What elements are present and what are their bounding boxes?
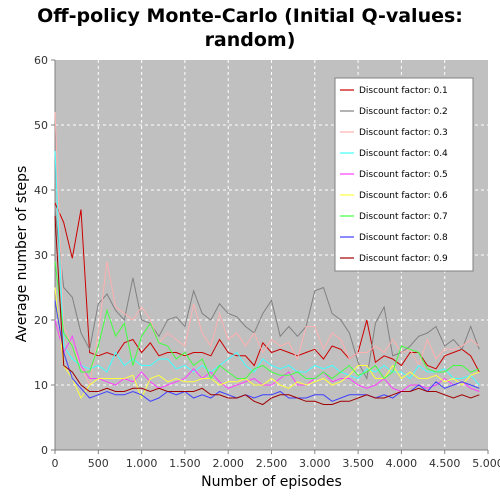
y-tick-label: 50 bbox=[34, 119, 48, 132]
series-lines bbox=[54, 111, 480, 406]
legend-entry: Discount factor: 0.6 bbox=[359, 191, 448, 201]
x-axis-label: Number of episodes bbox=[201, 474, 342, 490]
legend-entry: Discount factor: 0.9 bbox=[359, 254, 448, 264]
x-tick-label: 1.000 bbox=[126, 457, 158, 470]
legend-entry: Discount factor: 0.2 bbox=[359, 107, 448, 117]
series-line-1 bbox=[54, 202, 480, 373]
x-tick-label: 2.000 bbox=[212, 457, 244, 470]
legend-entry: Discount factor: 0.3 bbox=[359, 128, 448, 138]
y-axis-label: Average number of steps bbox=[14, 165, 30, 343]
x-tick-label: 0 bbox=[52, 457, 59, 470]
axes: 0 10 20 30 40 50 60 0 500 1.000 1.500 2.000 2.500 3.0… bbox=[34, 54, 500, 470]
series-line-6 bbox=[54, 287, 480, 400]
legend-entry: Discount factor: 0.8 bbox=[359, 233, 448, 243]
x-tick-label: 500 bbox=[88, 457, 109, 470]
y-tick-label: 20 bbox=[34, 314, 48, 327]
x-tick-label: 3.500 bbox=[342, 457, 374, 470]
series-line-3 bbox=[54, 111, 480, 387]
legend-box bbox=[334, 77, 474, 272]
x-tick-label: 2.500 bbox=[256, 457, 288, 470]
series-line-7 bbox=[54, 261, 480, 380]
chart-title-line2: random) bbox=[204, 29, 296, 51]
y-tick-label: 60 bbox=[34, 54, 48, 67]
legend: Discount factor: 0.1 Discount factor: 0.2… bbox=[334, 77, 474, 272]
series-line-4 bbox=[54, 150, 480, 386]
series-line-5 bbox=[54, 319, 480, 393]
y-tick-label: 40 bbox=[34, 184, 48, 197]
x-tick-label: 3.000 bbox=[299, 457, 331, 470]
series-line-2 bbox=[54, 209, 480, 381]
series-line-9 bbox=[54, 215, 480, 406]
y-tick-label: 30 bbox=[34, 249, 48, 262]
x-tick-label: 4.500 bbox=[429, 457, 461, 470]
x-tick-label: 4.000 bbox=[386, 457, 418, 470]
y-tick-label: 10 bbox=[34, 379, 48, 392]
x-tick-label: 1.500 bbox=[169, 457, 201, 470]
y-tick-label: 0 bbox=[41, 444, 48, 457]
legend-entry: Discount factor: 0.4 bbox=[359, 149, 448, 159]
legend-entry: Discount factor: 0.7 bbox=[359, 212, 448, 222]
legend-entry: Discount factor: 0.5 bbox=[359, 170, 448, 180]
x-tick-label: 5.000 bbox=[472, 457, 500, 470]
legend-entry: Discount factor: 0.1 bbox=[359, 86, 448, 96]
chart-title-line1: Off-policy Monte-Carlo (Initial Q-values… bbox=[37, 5, 463, 27]
